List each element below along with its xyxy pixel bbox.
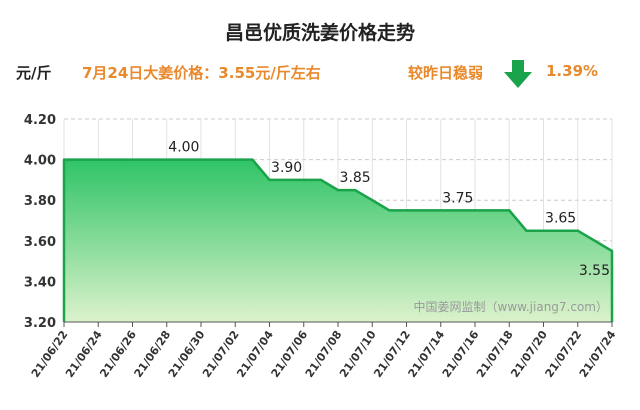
data-point [319,178,323,182]
data-label-layer: 4.00 3.90 3.85 3.75 3.65 3.55 [62,140,614,322]
data-label: 3.85 [340,170,371,186]
down-arrow-shape [504,60,532,88]
data-label: 3.75 [442,190,473,206]
data-label: 4.00 [168,140,199,156]
chart-title: 昌邑优质洗姜价格走势 [224,22,415,44]
data-label: 3.90 [271,160,302,176]
data-point [525,229,528,232]
data-point [576,229,579,232]
y-tick-label: 3.80 [24,194,56,209]
watermark: 中国姜网监制（www.jiang7.com） [414,299,608,314]
compare-label: 较昨日稳弱 [408,64,484,82]
down-arrow-icon [504,60,532,88]
data-point [353,188,357,192]
data-point [388,209,391,212]
data-point [508,209,511,212]
y-tick-label: 3.20 [24,316,56,331]
y-tick-label: 4.20 [24,113,56,128]
data-label: 3.55 [579,263,610,279]
y-tick-label: 3.40 [24,275,56,290]
data-point [251,158,254,161]
series-area [64,159,612,322]
y-tick-label: 4.00 [24,154,56,169]
y-tick-label: 3.60 [24,235,56,250]
data-point [336,188,340,192]
data-point [405,209,408,212]
data-label: 3.65 [545,211,576,227]
unit-label: 元/斤 [16,64,52,82]
change-percent: 1.39% [546,62,599,80]
data-point [268,178,271,182]
data-point [371,199,374,202]
price-note: 7月24日大姜价格：3.55元/斤左右 [82,64,321,82]
